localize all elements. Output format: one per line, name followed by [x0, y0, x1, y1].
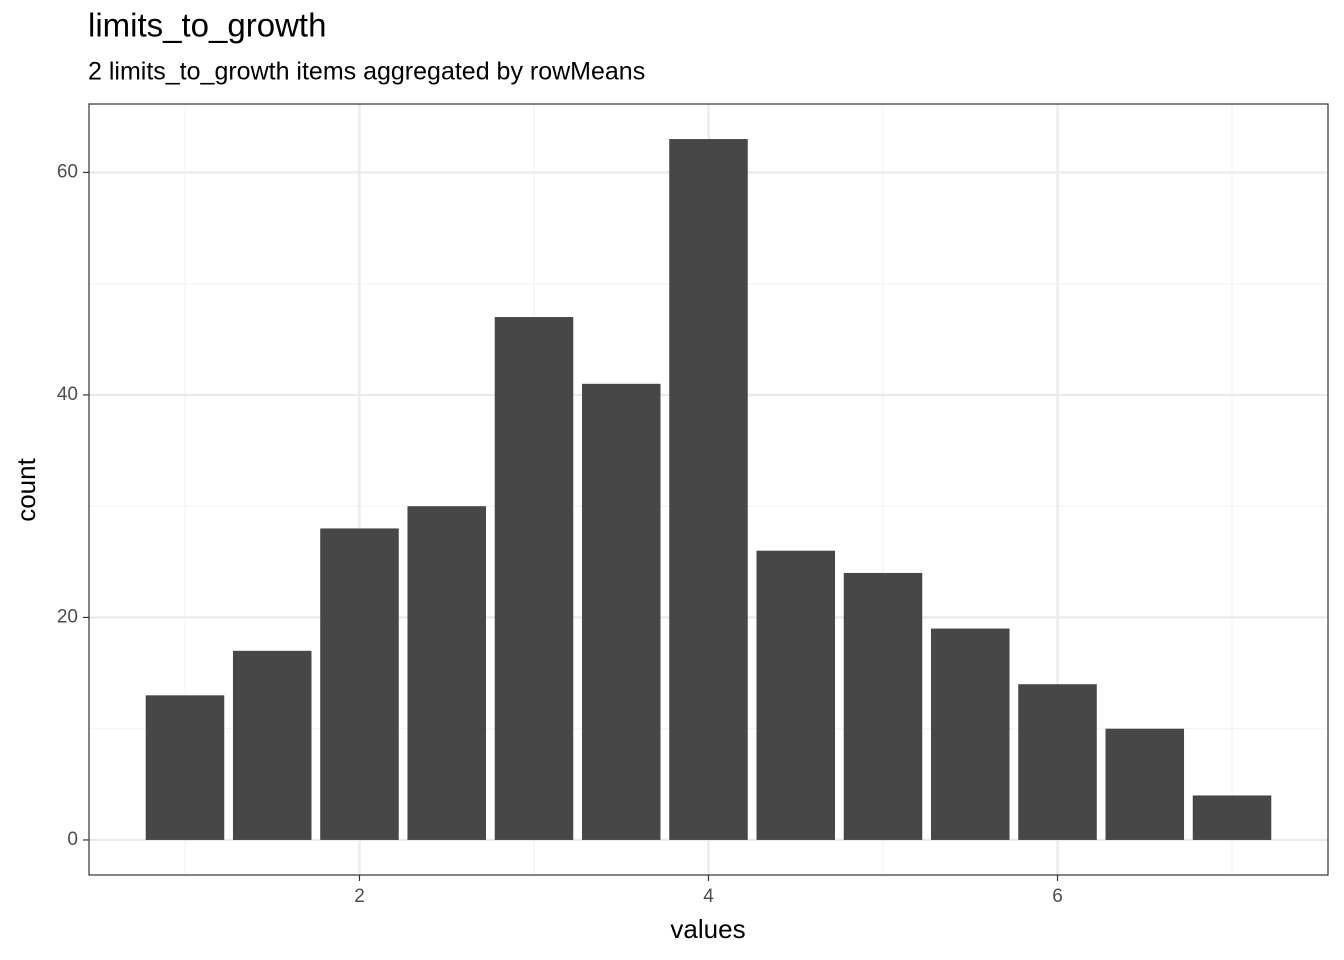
- bar: [145, 695, 225, 840]
- y-axis-title: count: [11, 457, 41, 521]
- y-tick-label: 0: [67, 829, 78, 850]
- x-tick-label: 2: [354, 886, 365, 907]
- chart-subtitle: 2 limits_to_growth items aggregated by r…: [88, 58, 645, 86]
- bar: [581, 383, 661, 840]
- y-tick-label: 20: [57, 606, 78, 627]
- bar: [407, 506, 487, 840]
- y-tick-label: 60: [57, 161, 78, 182]
- bar: [1192, 795, 1272, 840]
- y-tick-label: 40: [57, 384, 78, 405]
- x-tick-label: 4: [703, 886, 714, 907]
- bar: [669, 139, 748, 840]
- bar: [843, 572, 923, 840]
- bar: [756, 550, 836, 840]
- x-tick-label: 6: [1052, 886, 1063, 907]
- bar: [232, 650, 312, 840]
- bar: [494, 317, 574, 840]
- x-axis-title: values: [670, 914, 745, 944]
- bar: [320, 528, 399, 840]
- chart-title: limits_to_growth: [88, 7, 326, 44]
- bar: [930, 628, 1010, 840]
- bar: [1105, 728, 1185, 840]
- bar: [1018, 684, 1097, 840]
